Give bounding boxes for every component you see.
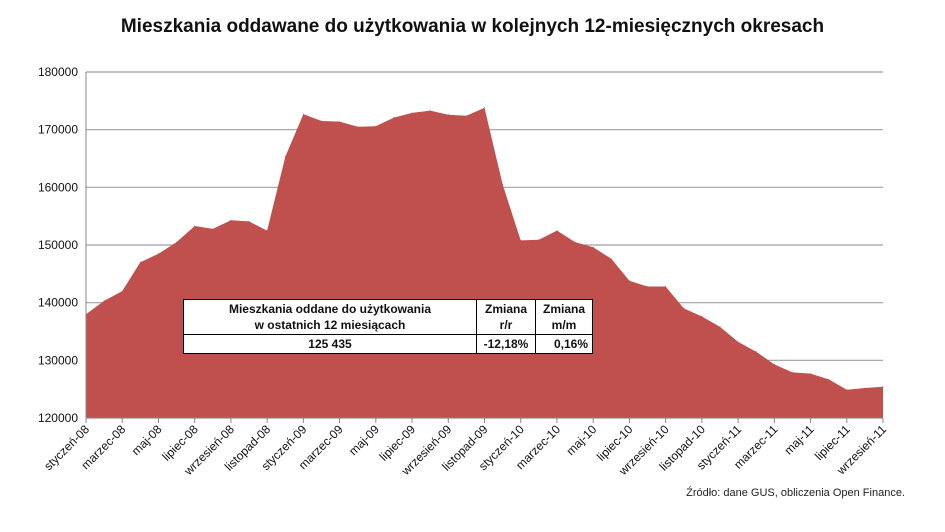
data-point — [248, 220, 250, 222]
yy-value: -12,18% — [476, 334, 536, 354]
data-point — [411, 112, 413, 114]
chart-title: Mieszkania oddawane do użytkowania w kol… — [120, 16, 825, 37]
summary-value: 125 435 — [183, 334, 477, 354]
data-point — [647, 286, 649, 288]
data-point — [157, 253, 159, 255]
data-point — [194, 225, 196, 227]
y-tick-label: 120000 — [38, 411, 78, 425]
data-point — [139, 261, 141, 263]
data-point — [846, 389, 848, 391]
source-note: Źródło: dane GUS, obliczenia Open Financ… — [686, 487, 905, 499]
x-tick-label: maj-11 — [781, 422, 816, 457]
data-point — [665, 286, 667, 288]
data-point — [212, 228, 214, 230]
data-point — [864, 387, 866, 389]
data-point — [176, 241, 178, 243]
data-point — [610, 258, 612, 260]
y-tick-label: 150000 — [38, 238, 78, 252]
mm-header: Zmiana — [542, 302, 585, 316]
data-point — [447, 114, 449, 116]
data-point — [375, 125, 377, 127]
data-point — [357, 126, 359, 128]
data-point — [103, 300, 105, 302]
data-point — [429, 110, 431, 112]
data-point — [701, 316, 703, 318]
data-point — [502, 183, 504, 185]
mm-value: 0,16% — [535, 334, 593, 354]
data-point — [339, 121, 341, 123]
data-point — [266, 230, 268, 232]
data-point — [791, 371, 793, 373]
y-tick-label: 130000 — [38, 353, 78, 367]
y-tick-label: 140000 — [38, 296, 78, 310]
data-point — [810, 373, 812, 375]
data-point — [828, 378, 830, 380]
data-point — [737, 341, 739, 343]
mm-header-line2: m/m — [551, 318, 577, 332]
y-tick-label: 180000 — [38, 65, 78, 79]
summary-table: Mieszkania oddane do użytkowania w ostatn… — [183, 299, 593, 354]
data-point — [520, 239, 522, 241]
area-series — [86, 107, 883, 419]
summary-header-line2: w ostatnich 12 miesiącach — [254, 318, 406, 332]
data-point — [320, 120, 322, 122]
data-point — [574, 241, 576, 243]
summary-header: Mieszkania oddane do użytkowania — [228, 302, 432, 316]
yy-header-line2: r/r — [499, 318, 513, 332]
data-point — [284, 156, 286, 158]
y-tick-label: 170000 — [38, 123, 78, 137]
data-point — [230, 219, 232, 221]
y-tick-label: 160000 — [38, 180, 78, 194]
data-point — [755, 351, 757, 353]
yy-header: Zmiana — [484, 302, 527, 316]
data-point — [628, 280, 630, 282]
data-point — [773, 363, 775, 365]
data-point — [465, 115, 467, 117]
data-point — [302, 113, 304, 115]
data-point — [882, 386, 884, 388]
data-point — [538, 239, 540, 241]
data-point — [393, 117, 395, 119]
data-point — [719, 326, 721, 328]
data-point — [592, 246, 594, 248]
data-point — [121, 290, 123, 292]
data-point — [484, 107, 485, 109]
data-point — [556, 230, 558, 232]
data-point — [683, 307, 685, 309]
